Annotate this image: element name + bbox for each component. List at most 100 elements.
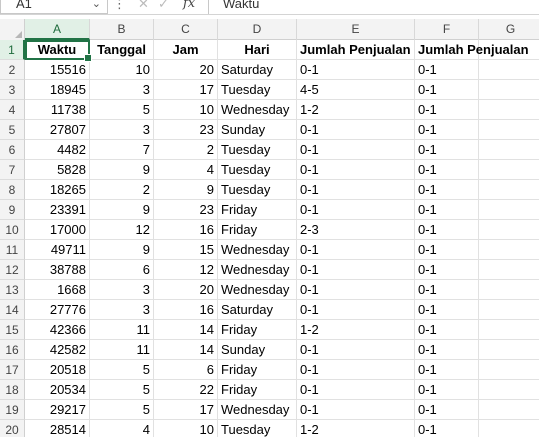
cell-jam[interactable]: 23 bbox=[154, 200, 218, 220]
row-header[interactable]: 1 bbox=[0, 40, 25, 60]
cell-empty[interactable] bbox=[479, 180, 539, 200]
cell-jumlah-penjualan-e[interactable]: 0-1 bbox=[297, 140, 415, 160]
cell-jumlah-penjualan-e[interactable]: 1-2 bbox=[297, 420, 415, 437]
cell-empty[interactable] bbox=[479, 160, 539, 180]
cell-waktu[interactable]: 42582 bbox=[25, 340, 90, 360]
cell-jam[interactable]: 17 bbox=[154, 400, 218, 420]
cell-jam[interactable]: 10 bbox=[154, 100, 218, 120]
column-header-e[interactable]: E bbox=[297, 19, 415, 40]
cell-empty[interactable] bbox=[479, 380, 539, 400]
cell-hari[interactable]: Wednesday bbox=[218, 400, 297, 420]
cell-empty[interactable] bbox=[479, 360, 539, 380]
cell-jumlah-penjualan-e[interactable]: 0-1 bbox=[297, 60, 415, 80]
row-header[interactable]: 16 bbox=[0, 340, 25, 360]
cell-jumlah-penjualan-e[interactable]: 0-1 bbox=[297, 200, 415, 220]
cell-jumlah-penjualan-e[interactable]: 0-1 bbox=[297, 180, 415, 200]
cell-jumlah-penjualan-e[interactable]: 0-1 bbox=[297, 340, 415, 360]
cell-tanggal[interactable]: 11 bbox=[90, 320, 154, 340]
row-header[interactable]: 17 bbox=[0, 360, 25, 380]
enter-icon[interactable]: ✓ bbox=[158, 0, 169, 11]
cell-jumlah-penjualan-f[interactable]: 0-1 bbox=[415, 260, 479, 280]
cell-tanggal[interactable]: 10 bbox=[90, 60, 154, 80]
cell-hari[interactable]: Friday bbox=[218, 320, 297, 340]
row-header[interactable]: 9 bbox=[0, 200, 25, 220]
cell-jumlah-penjualan-f[interactable]: 0-1 bbox=[415, 240, 479, 260]
cell-jumlah-penjualan-f[interactable]: 0-1 bbox=[415, 360, 479, 380]
cell-hari[interactable]: Sunday bbox=[218, 120, 297, 140]
cell-c1[interactable]: Jam bbox=[154, 40, 218, 60]
cancel-icon[interactable]: ✕ bbox=[138, 0, 149, 11]
cell-tanggal[interactable]: 4 bbox=[90, 420, 154, 437]
cell-empty[interactable] bbox=[479, 100, 539, 120]
cell-tanggal[interactable]: 6 bbox=[90, 260, 154, 280]
cell-empty[interactable] bbox=[479, 220, 539, 240]
cell-jumlah-penjualan-e[interactable]: 0-1 bbox=[297, 160, 415, 180]
cell-tanggal[interactable]: 7 bbox=[90, 140, 154, 160]
cell-b1[interactable]: Tanggal bbox=[90, 40, 154, 60]
formula-input[interactable]: Waktu bbox=[208, 0, 539, 14]
cell-tanggal[interactable]: 9 bbox=[90, 160, 154, 180]
row-header[interactable]: 5 bbox=[0, 120, 25, 140]
cell-jumlah-penjualan-e[interactable]: 0-1 bbox=[297, 380, 415, 400]
cell-jumlah-penjualan-f[interactable]: 0-1 bbox=[415, 420, 479, 437]
cell-waktu[interactable]: 42366 bbox=[25, 320, 90, 340]
cell-hari[interactable]: Sunday bbox=[218, 340, 297, 360]
cell-empty[interactable] bbox=[479, 400, 539, 420]
cell-jumlah-penjualan-e[interactable]: 0-1 bbox=[297, 260, 415, 280]
cell-jumlah-penjualan-f[interactable]: 0-1 bbox=[415, 60, 479, 80]
row-header[interactable]: 19 bbox=[0, 400, 25, 420]
cell-tanggal[interactable]: 11 bbox=[90, 340, 154, 360]
cell-d1[interactable]: Hari bbox=[218, 40, 297, 60]
cell-empty[interactable] bbox=[479, 200, 539, 220]
select-all-button[interactable] bbox=[0, 19, 25, 40]
cell-jam[interactable]: 6 bbox=[154, 360, 218, 380]
cell-waktu[interactable]: 29217 bbox=[25, 400, 90, 420]
column-header-g[interactable]: G bbox=[479, 19, 539, 40]
cell-empty[interactable] bbox=[479, 320, 539, 340]
cell-jam[interactable]: 15 bbox=[154, 240, 218, 260]
cell-hari[interactable]: Friday bbox=[218, 360, 297, 380]
cell-jumlah-penjualan-f[interactable]: 0-1 bbox=[415, 200, 479, 220]
cell-jumlah-penjualan-f[interactable]: 0-1 bbox=[415, 300, 479, 320]
cell-empty[interactable] bbox=[479, 280, 539, 300]
cell-empty[interactable] bbox=[479, 420, 539, 437]
cell-empty[interactable] bbox=[479, 300, 539, 320]
column-header-d[interactable]: D bbox=[218, 19, 297, 40]
cell-waktu[interactable]: 4482 bbox=[25, 140, 90, 160]
cell-hari[interactable]: Tuesday bbox=[218, 160, 297, 180]
cell-jumlah-penjualan-f[interactable]: 0-1 bbox=[415, 320, 479, 340]
cell-hari[interactable]: Friday bbox=[218, 220, 297, 240]
cell-jumlah-penjualan-e[interactable]: 4-5 bbox=[297, 80, 415, 100]
cell-jumlah-penjualan-f[interactable]: 0-1 bbox=[415, 400, 479, 420]
cell-waktu[interactable]: 38788 bbox=[25, 260, 90, 280]
cell-jumlah-penjualan-f[interactable]: 0-1 bbox=[415, 140, 479, 160]
cell-empty[interactable] bbox=[479, 60, 539, 80]
cell-jam[interactable]: 16 bbox=[154, 300, 218, 320]
cell-empty[interactable] bbox=[479, 140, 539, 160]
more-options-icon[interactable]: ⋮ bbox=[113, 0, 126, 11]
cell-jumlah-penjualan-f[interactable]: 0-1 bbox=[415, 340, 479, 360]
cell-hari[interactable]: Saturday bbox=[218, 300, 297, 320]
row-header[interactable]: 11 bbox=[0, 240, 25, 260]
cell-waktu[interactable]: 11738 bbox=[25, 100, 90, 120]
cell-g1[interactable] bbox=[479, 40, 539, 60]
row-header[interactable]: 10 bbox=[0, 220, 25, 240]
cell-jam[interactable]: 22 bbox=[154, 380, 218, 400]
cell-waktu[interactable]: 17000 bbox=[25, 220, 90, 240]
cell-jumlah-penjualan-e[interactable]: 0-1 bbox=[297, 120, 415, 140]
cell-jumlah-penjualan-e[interactable]: 1-2 bbox=[297, 320, 415, 340]
cell-jumlah-penjualan-f[interactable]: 0-1 bbox=[415, 220, 479, 240]
row-header[interactable]: 6 bbox=[0, 140, 25, 160]
cell-waktu[interactable]: 20518 bbox=[25, 360, 90, 380]
cell-tanggal[interactable]: 5 bbox=[90, 380, 154, 400]
cell-waktu[interactable]: 1668 bbox=[25, 280, 90, 300]
cell-jam[interactable]: 17 bbox=[154, 80, 218, 100]
cell-jumlah-penjualan-e[interactable]: 0-1 bbox=[297, 280, 415, 300]
cell-hari[interactable]: Tuesday bbox=[218, 180, 297, 200]
row-header[interactable]: 7 bbox=[0, 160, 25, 180]
cell-tanggal[interactable]: 3 bbox=[90, 120, 154, 140]
cell-jumlah-penjualan-f[interactable]: 0-1 bbox=[415, 280, 479, 300]
cell-jam[interactable]: 23 bbox=[154, 120, 218, 140]
row-header[interactable]: 2 bbox=[0, 60, 25, 80]
cell-waktu[interactable]: 18945 bbox=[25, 80, 90, 100]
